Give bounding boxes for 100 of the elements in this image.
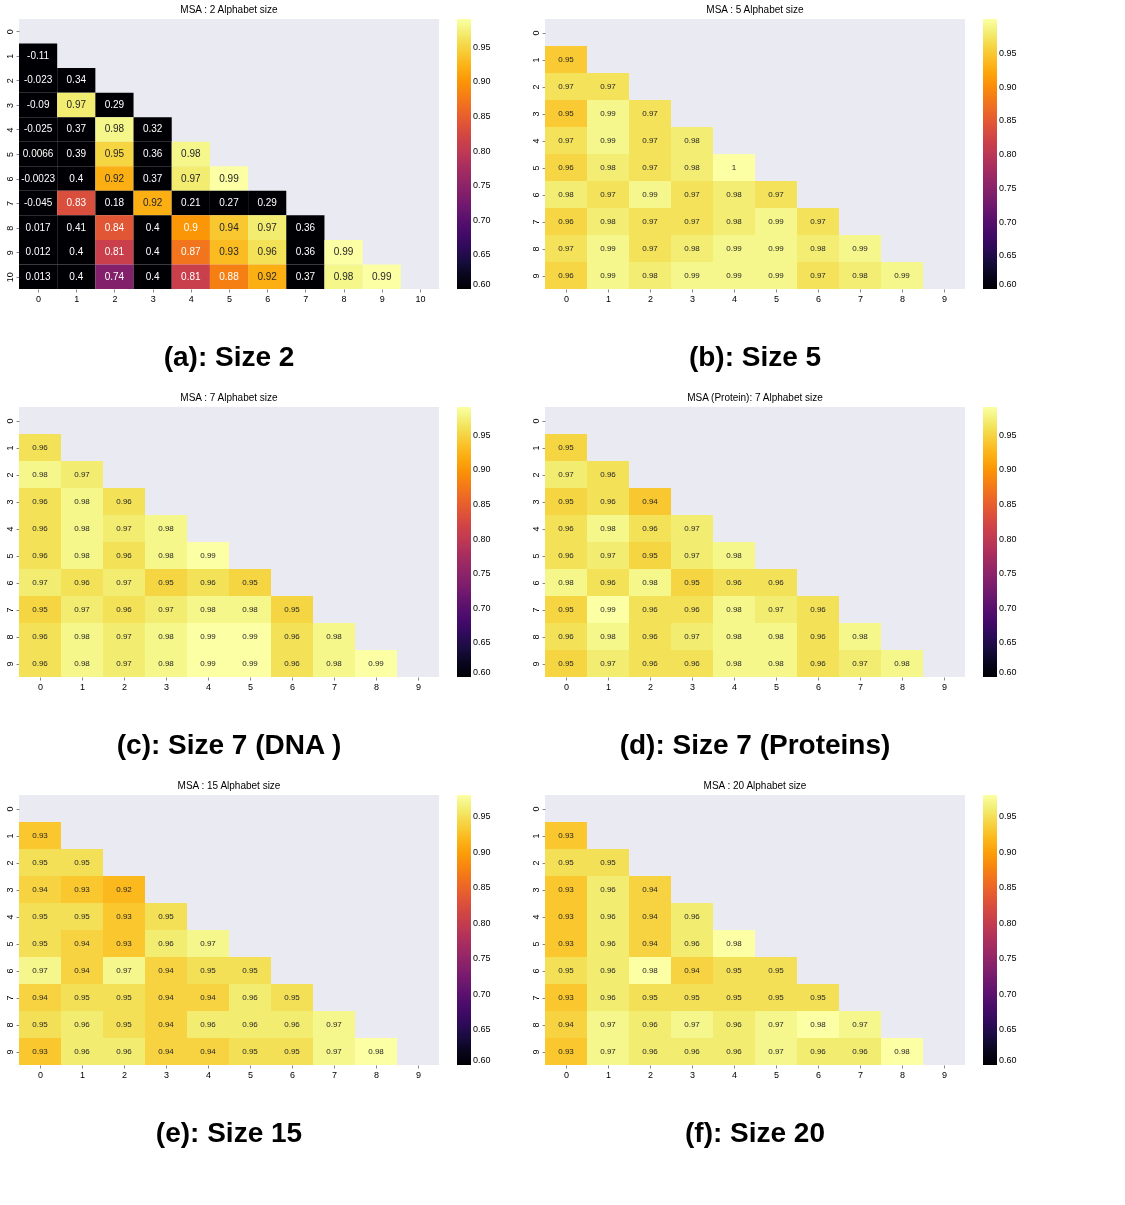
data-label: 0.97 xyxy=(600,550,617,560)
data-label: 0.97 xyxy=(768,604,785,614)
data-label: 0.95 xyxy=(32,938,49,948)
data-label: 0.96 xyxy=(284,1019,301,1029)
x-tick-label: 7 xyxy=(857,681,864,692)
data-label: 0.94 xyxy=(200,1046,217,1056)
data-label: 0.95 xyxy=(558,604,575,614)
data-label: 0.88 xyxy=(219,270,240,282)
x-tick-label: 0 xyxy=(563,681,570,692)
color-bar-label: 0.70 xyxy=(473,214,491,225)
y-tick-label: 7 xyxy=(4,607,15,613)
data-label: 0.98 xyxy=(158,550,175,560)
chart-title: MSA (Protein): 7 Alphabet size xyxy=(687,392,824,403)
data-label: 0.81 xyxy=(181,270,201,282)
y-tick-label: 5 xyxy=(4,151,15,158)
data-label: 0.98 xyxy=(768,658,785,668)
data-label: 0.97 xyxy=(181,172,201,184)
y-tick-label: 1 xyxy=(4,53,15,59)
data-label: 0.87 xyxy=(181,246,201,258)
color-bar-label: 0.85 xyxy=(999,882,1017,893)
y-tick-label: 4 xyxy=(4,526,15,532)
data-label: 0.98 xyxy=(810,1019,827,1029)
data-label: 0.95 xyxy=(104,148,125,159)
data-label: 0.98 xyxy=(181,148,201,159)
data-label: 0.99 xyxy=(768,243,785,253)
data-label: 0.98 xyxy=(852,631,869,641)
data-label: 0.93 xyxy=(558,938,575,948)
data-label: 0.95 xyxy=(558,658,575,668)
data-label: 0.97 xyxy=(768,1046,785,1056)
data-label: 0.94 xyxy=(642,911,659,921)
x-tick-label: 0 xyxy=(563,1069,570,1080)
data-label: 0.94 xyxy=(558,1019,575,1029)
data-label: 0.97 xyxy=(326,1046,343,1056)
x-tick-label: 1 xyxy=(79,1069,86,1080)
data-label: 0.98 xyxy=(600,523,617,533)
x-tick-label: 9 xyxy=(941,293,948,304)
data-label: 0.95 xyxy=(32,604,49,614)
data-label: 0.96 xyxy=(768,577,785,587)
color-bar-label: 0.85 xyxy=(473,882,491,893)
color-bar-label: 0.90 xyxy=(473,76,491,87)
data-label: 0.96 xyxy=(116,496,133,506)
y-tick-label: 9 xyxy=(4,661,15,667)
data-label: 0.21 xyxy=(181,197,201,209)
y-tick-label: 2 xyxy=(530,84,541,90)
y-tick-label: 4 xyxy=(530,914,541,920)
data-label: 0.93 xyxy=(116,938,133,948)
y-tick-label: 6 xyxy=(4,580,15,586)
data-label: 0.95 xyxy=(558,857,575,867)
data-label: 0.99 xyxy=(726,243,743,253)
y-tick-label: 2 xyxy=(530,860,541,866)
data-label: 0.98 xyxy=(74,523,91,533)
data-label: 0.96 xyxy=(600,965,617,975)
y-tick-label: 4 xyxy=(4,127,15,133)
x-tick-label: 0 xyxy=(37,681,44,692)
data-label: 0.96 xyxy=(642,604,659,614)
y-tick-label: 5 xyxy=(530,553,541,559)
x-tick-label: 8 xyxy=(373,681,380,692)
data-label: 0.4 xyxy=(69,246,84,258)
color-bar-label: 0.65 xyxy=(999,1024,1017,1035)
data-label: 0.95 xyxy=(642,992,659,1002)
data-label: 0.97 xyxy=(558,81,575,91)
data-label: 0.93 xyxy=(74,884,91,894)
data-label: -0.0023 xyxy=(21,172,56,184)
data-label: 0.92 xyxy=(142,197,163,209)
data-label: 0.96 xyxy=(810,1046,827,1056)
data-label: 0.96 xyxy=(642,523,659,533)
x-tick-label: 3 xyxy=(689,1069,696,1080)
data-label: 0.96 xyxy=(642,1046,659,1056)
color-bar-label: 0.80 xyxy=(473,145,491,156)
color-bar-label: 0.65 xyxy=(473,249,491,260)
data-label: 0.97 xyxy=(116,577,133,587)
data-label: 0.97 xyxy=(558,469,575,479)
data-label: 0.013 xyxy=(25,270,52,282)
data-label: 0.93 xyxy=(558,911,575,921)
data-label: 0.97 xyxy=(74,604,91,614)
x-tick-label: 1 xyxy=(605,681,612,692)
x-tick-label: 0 xyxy=(37,1069,44,1080)
x-tick-label: 3 xyxy=(689,681,696,692)
color-bar-label: 0.75 xyxy=(473,953,491,964)
data-label: 0.96 xyxy=(116,550,133,560)
x-tick-label: 9 xyxy=(379,293,385,304)
data-label: 0.92 xyxy=(116,884,133,894)
data-label: 0.99 xyxy=(726,270,743,280)
data-label: 0.98 xyxy=(74,631,91,641)
y-tick-label: 9 xyxy=(4,250,15,256)
data-label: 0.97 xyxy=(600,81,617,91)
y-tick-label: 0 xyxy=(530,30,541,36)
y-tick-label: 7 xyxy=(4,995,15,1001)
data-label: 0.36 xyxy=(295,221,316,233)
y-tick-label: 6 xyxy=(530,968,541,974)
x-tick-label: 2 xyxy=(121,1069,128,1080)
data-label: 0.98 xyxy=(684,243,701,253)
color-bar-label: 0.60 xyxy=(473,279,491,289)
data-label: 0.96 xyxy=(726,1019,743,1029)
data-label: 0.98 xyxy=(810,243,827,253)
x-tick-label: 1 xyxy=(79,681,86,692)
data-label: 0.99 xyxy=(600,108,617,118)
color-bar-label: 0.70 xyxy=(473,988,491,999)
color-bar-label: 0.60 xyxy=(473,1055,491,1065)
y-tick-label: 6 xyxy=(4,968,15,974)
